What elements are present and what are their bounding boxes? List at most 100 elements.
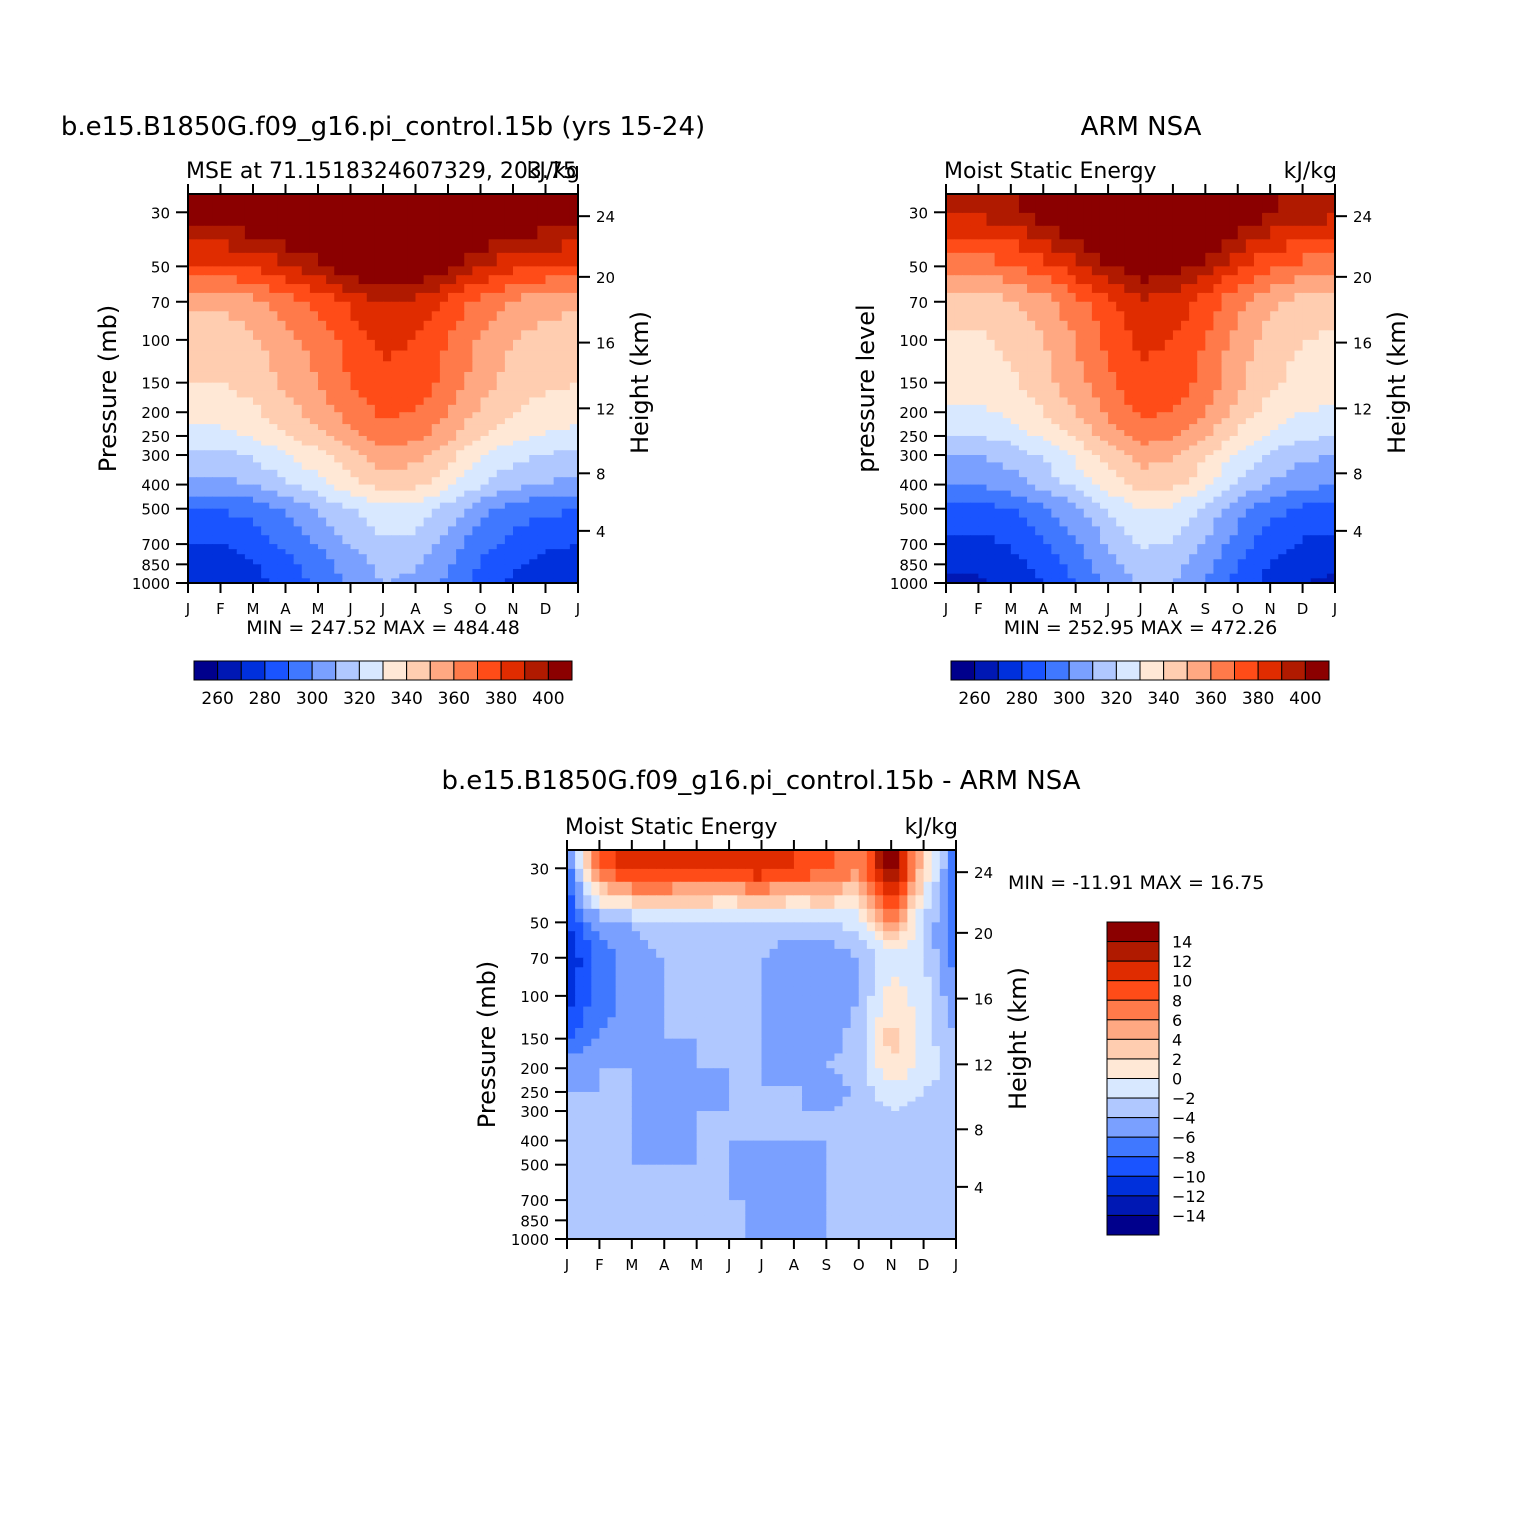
contour-cell bbox=[391, 549, 400, 555]
contour-cell bbox=[439, 382, 449, 391]
contour-cell bbox=[504, 292, 514, 303]
contour-cell bbox=[1197, 239, 1206, 254]
contour-cell bbox=[1270, 508, 1279, 519]
contour-cell bbox=[1164, 361, 1174, 373]
contour-cell bbox=[456, 455, 465, 464]
contour-cell bbox=[1132, 526, 1142, 536]
contour-cell bbox=[537, 424, 547, 431]
contour-cell bbox=[374, 339, 384, 352]
contour-cell bbox=[285, 564, 295, 570]
contour-cell bbox=[269, 517, 278, 527]
contour-cell bbox=[496, 517, 506, 527]
contour-cell bbox=[236, 330, 246, 341]
contour-cell bbox=[431, 397, 441, 406]
contour-cell bbox=[1318, 469, 1328, 478]
contour-cell bbox=[326, 502, 335, 510]
contour-cell bbox=[431, 371, 441, 384]
contour-cell bbox=[994, 292, 1004, 303]
contour-cell bbox=[978, 496, 988, 504]
contour-cell bbox=[1286, 194, 1296, 213]
contour-cell bbox=[1035, 361, 1044, 373]
contour-cell bbox=[1172, 225, 1182, 240]
contour-cell bbox=[383, 397, 392, 406]
contour-cell bbox=[399, 350, 408, 362]
contour-cell bbox=[569, 239, 579, 254]
contour-cell bbox=[342, 212, 352, 227]
contour-cell bbox=[1278, 559, 1287, 565]
contour-cell bbox=[1326, 564, 1336, 570]
contour-cell bbox=[1237, 490, 1247, 498]
contour-cell bbox=[1245, 404, 1255, 413]
contour-cell bbox=[326, 350, 335, 362]
contour-cell bbox=[431, 578, 441, 584]
contour-cell bbox=[970, 339, 980, 352]
contour-cell bbox=[1189, 455, 1198, 464]
contour-cell bbox=[513, 445, 522, 451]
contour-cell bbox=[1253, 544, 1263, 550]
contour-cell bbox=[253, 462, 262, 471]
contour-cell bbox=[415, 573, 425, 579]
contour-cell bbox=[1294, 526, 1304, 536]
contour-cell bbox=[1172, 339, 1182, 352]
contour-cell bbox=[1116, 564, 1125, 570]
contour-cell bbox=[1059, 301, 1069, 312]
contour-cell bbox=[1140, 412, 1150, 419]
contour-cell bbox=[423, 440, 433, 447]
contour-cell bbox=[1067, 430, 1077, 437]
contour-cell bbox=[196, 508, 205, 519]
contour-cell bbox=[1164, 535, 1174, 545]
contour-cell bbox=[261, 578, 270, 584]
contour-cell bbox=[391, 573, 400, 579]
contour-cell bbox=[962, 430, 971, 437]
contour-cell bbox=[1156, 544, 1166, 550]
contour-cell bbox=[350, 430, 360, 437]
contour-cell bbox=[1245, 275, 1255, 285]
contour-cell bbox=[488, 412, 498, 419]
contour-cell bbox=[204, 412, 213, 419]
contour-cell bbox=[1278, 430, 1287, 437]
contour-cell bbox=[639, 881, 649, 896]
contour-cell bbox=[196, 469, 205, 478]
contour-cell bbox=[1181, 266, 1190, 276]
contour-cell bbox=[1262, 350, 1271, 362]
contour-cell bbox=[261, 573, 270, 579]
contour-cell bbox=[448, 339, 457, 352]
contour-cell bbox=[391, 517, 400, 527]
contour-cell bbox=[1205, 564, 1215, 570]
contour-cell bbox=[529, 330, 538, 341]
contour-cell bbox=[1067, 554, 1077, 560]
model-mse-panel: b.e15.B1850G.f09_g16.pi_control.15b (yrs… bbox=[61, 112, 705, 709]
contour-cell bbox=[1278, 502, 1287, 510]
contour-cell bbox=[334, 266, 343, 276]
contour-cell bbox=[954, 502, 963, 510]
contour-cell bbox=[196, 266, 205, 276]
contour-cell bbox=[1205, 544, 1215, 550]
contour-cell bbox=[994, 212, 1004, 227]
contour-cell bbox=[1108, 350, 1117, 362]
contour-cell bbox=[1278, 225, 1287, 240]
contour-cell bbox=[204, 484, 213, 492]
contour-cell bbox=[962, 397, 971, 406]
contour-cell bbox=[1116, 517, 1125, 527]
contour-cell bbox=[553, 440, 563, 447]
contour-cell bbox=[383, 450, 392, 456]
contour-cell bbox=[285, 390, 295, 399]
colorbar-label: 360 bbox=[438, 689, 470, 709]
contour-cell bbox=[374, 508, 384, 519]
contour-cell bbox=[326, 496, 335, 504]
contour-cell bbox=[1099, 225, 1109, 240]
contour-cell bbox=[1245, 469, 1255, 478]
contour-cell bbox=[293, 462, 303, 471]
contour-cell bbox=[1140, 455, 1150, 464]
contour-cell bbox=[986, 535, 996, 545]
contour-cell bbox=[504, 430, 514, 437]
contour-cell bbox=[1018, 284, 1028, 294]
contour-cell bbox=[648, 908, 657, 923]
contour-cell bbox=[423, 435, 433, 442]
contour-cell bbox=[1148, 445, 1158, 451]
contour-cell bbox=[1116, 350, 1125, 362]
contour-cell bbox=[521, 469, 530, 478]
contour-cell bbox=[228, 477, 238, 486]
contour-cell bbox=[513, 490, 522, 498]
contour-cell bbox=[464, 418, 473, 425]
